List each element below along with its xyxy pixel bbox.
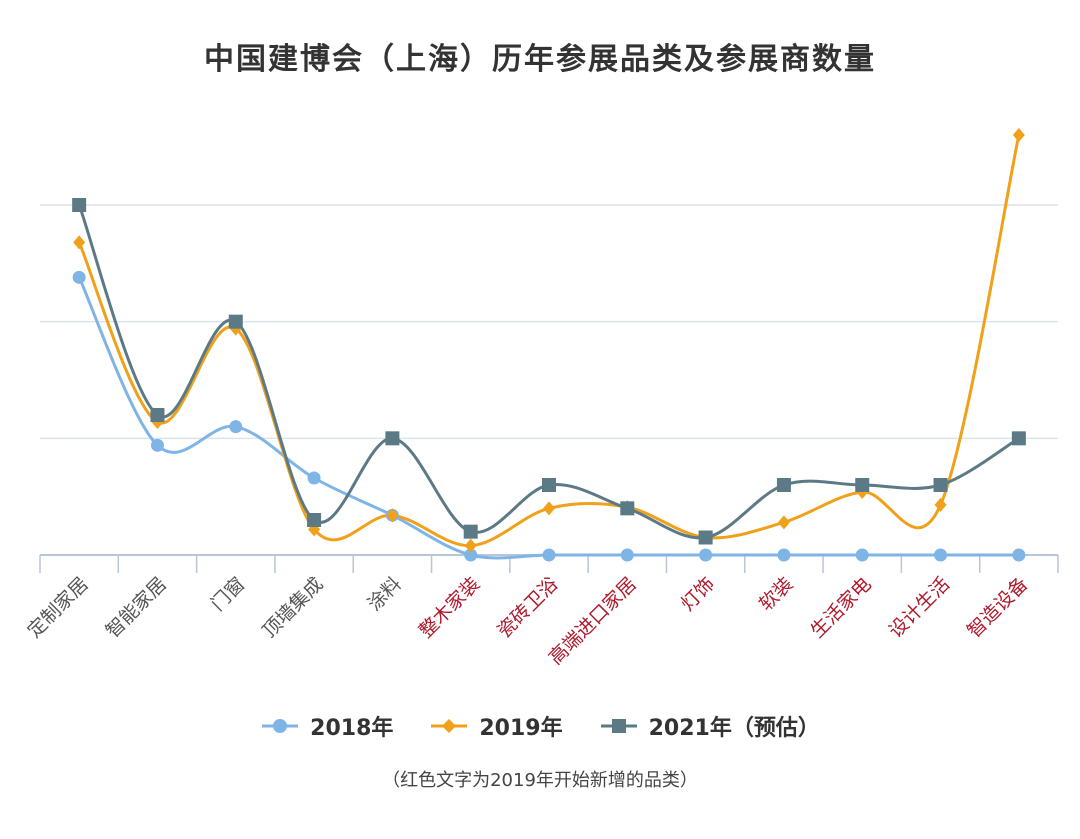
x-tick-label: 定制家居 <box>23 573 92 642</box>
data-point[interactable] <box>542 548 556 562</box>
series-line-0 <box>77 276 1019 560</box>
data-point[interactable] <box>699 548 713 562</box>
legend-item-2019[interactable]: 2019年 <box>429 710 563 742</box>
data-point[interactable] <box>542 478 556 492</box>
data-point[interactable] <box>934 548 948 562</box>
x-tick-label: 顶墙集成 <box>258 573 327 642</box>
data-point[interactable] <box>1012 548 1026 562</box>
chart-title: 中国建博会（上海）历年参展品类及参展商数量 <box>204 42 876 77</box>
data-point[interactable] <box>72 270 86 284</box>
data-point[interactable] <box>228 314 243 329</box>
x-tick-label: 智能家居 <box>102 573 171 642</box>
legend-label-2019: 2019年 <box>479 716 563 741</box>
data-point[interactable] <box>855 548 869 562</box>
legend-circle-icon <box>262 719 299 733</box>
data-point[interactable] <box>385 431 400 446</box>
data-point[interactable] <box>855 478 870 492</box>
x-tick-label: 门窗 <box>207 573 249 615</box>
legend: 2018年 2019年 2021年（预估） <box>0 710 1080 742</box>
data-point[interactable] <box>620 501 635 516</box>
data-point[interactable] <box>777 515 790 530</box>
data-point[interactable] <box>150 408 165 422</box>
data-point[interactable] <box>1011 431 1026 446</box>
data-point[interactable] <box>150 438 164 452</box>
x-tick-label: 灯饰 <box>677 573 719 615</box>
grid-lines <box>40 204 1058 440</box>
series-line-1 <box>77 134 1021 548</box>
legend-item-2021[interactable]: 2021年（预估） <box>599 710 820 742</box>
legend-diamond-icon <box>431 719 468 733</box>
footnote: （红色文字为2019年开始新增的品类） <box>382 770 698 791</box>
data-point[interactable] <box>776 478 791 492</box>
data-point[interactable] <box>1012 128 1025 142</box>
x-tick-label: 设计生活 <box>885 573 954 642</box>
data-point[interactable] <box>543 501 555 516</box>
legend-square-icon <box>600 719 637 733</box>
data-point[interactable] <box>464 538 477 553</box>
x-tick-label: 智造设备 <box>963 573 1032 642</box>
legend-item-2018[interactable]: 2018年 <box>260 710 393 742</box>
series-markers <box>72 128 1026 562</box>
data-point[interactable] <box>307 471 321 485</box>
legend-label-2018: 2018年 <box>310 716 394 741</box>
x-tick-label: 生活家电 <box>806 573 875 642</box>
data-point[interactable] <box>463 524 478 539</box>
data-point[interactable] <box>73 235 86 250</box>
data-point[interactable] <box>933 478 948 492</box>
data-point[interactable] <box>777 548 791 562</box>
data-point[interactable] <box>464 548 478 562</box>
data-point[interactable] <box>620 548 634 562</box>
x-tick-label: 整木家装 <box>415 573 484 642</box>
x-tick-label: 瓷砖卫浴 <box>493 573 562 642</box>
data-point[interactable] <box>72 198 87 212</box>
data-point[interactable] <box>229 420 243 434</box>
legend-label-2021: 2021年（预估） <box>648 716 820 741</box>
data-point[interactable] <box>934 497 947 512</box>
data-point[interactable] <box>307 513 322 527</box>
x-tick-label: 涂料 <box>363 573 405 615</box>
series-lines <box>77 134 1021 560</box>
x-tick-label: 软装 <box>755 573 797 615</box>
data-point[interactable] <box>698 530 713 545</box>
data-point[interactable] <box>386 508 399 523</box>
